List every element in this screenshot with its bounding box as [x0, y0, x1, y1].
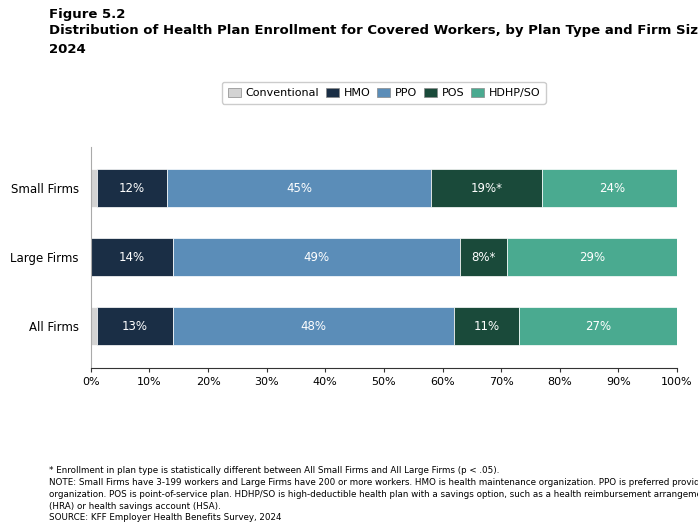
- Text: 8%*: 8%*: [471, 251, 496, 264]
- Bar: [460, 238, 507, 276]
- Bar: [91, 307, 96, 345]
- Text: 14%: 14%: [119, 251, 145, 264]
- Bar: [173, 307, 454, 345]
- Bar: [542, 170, 683, 207]
- Bar: [454, 307, 519, 345]
- Text: Distribution of Health Plan Enrollment for Covered Workers, by Plan Type and Fir: Distribution of Health Plan Enrollment f…: [49, 24, 698, 37]
- Text: 48%: 48%: [301, 320, 327, 333]
- Text: 19%*: 19%*: [470, 182, 503, 195]
- Bar: [91, 238, 173, 276]
- Bar: [173, 238, 460, 276]
- Text: Figure 5.2: Figure 5.2: [49, 8, 125, 21]
- Text: 2024: 2024: [49, 43, 86, 56]
- Legend: Conventional, HMO, PPO, POS, HDHP/SO: Conventional, HMO, PPO, POS, HDHP/SO: [222, 82, 546, 103]
- Text: * Enrollment in plan type is statistically different between All Small Firms and: * Enrollment in plan type is statistical…: [49, 466, 698, 522]
- Text: 45%: 45%: [286, 182, 312, 195]
- Text: 49%: 49%: [304, 251, 329, 264]
- Bar: [96, 307, 173, 345]
- Bar: [519, 307, 677, 345]
- Text: 29%: 29%: [579, 251, 605, 264]
- Text: 11%: 11%: [473, 320, 500, 333]
- Bar: [91, 170, 96, 207]
- Bar: [167, 170, 431, 207]
- Text: 13%: 13%: [121, 320, 148, 333]
- Text: 12%: 12%: [119, 182, 145, 195]
- Text: 27%: 27%: [585, 320, 611, 333]
- Bar: [507, 238, 677, 276]
- Text: 24%: 24%: [600, 182, 625, 195]
- Bar: [96, 170, 167, 207]
- Bar: [431, 170, 542, 207]
